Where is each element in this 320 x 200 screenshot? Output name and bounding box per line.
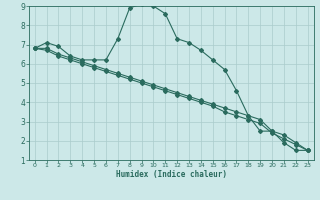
X-axis label: Humidex (Indice chaleur): Humidex (Indice chaleur): [116, 170, 227, 179]
